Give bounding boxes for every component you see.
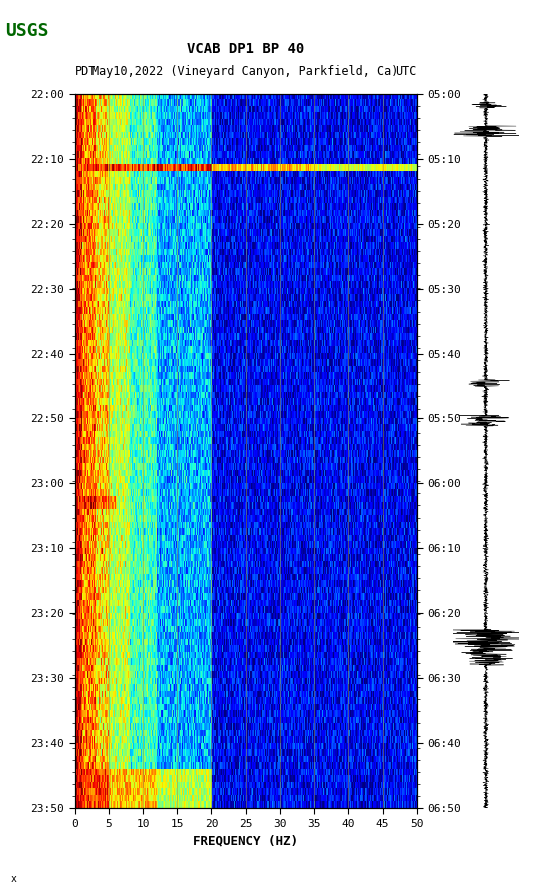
X-axis label: FREQUENCY (HZ): FREQUENCY (HZ) [193, 834, 298, 847]
Text: UTC: UTC [395, 65, 417, 78]
Text: PDT: PDT [75, 65, 96, 78]
Text: x: x [11, 874, 17, 884]
Text: May10,2022 (Vineyard Canyon, Parkfield, Ca): May10,2022 (Vineyard Canyon, Parkfield, … [92, 65, 399, 78]
Text: USGS: USGS [6, 22, 49, 40]
Text: VCAB DP1 BP 40: VCAB DP1 BP 40 [187, 42, 304, 56]
